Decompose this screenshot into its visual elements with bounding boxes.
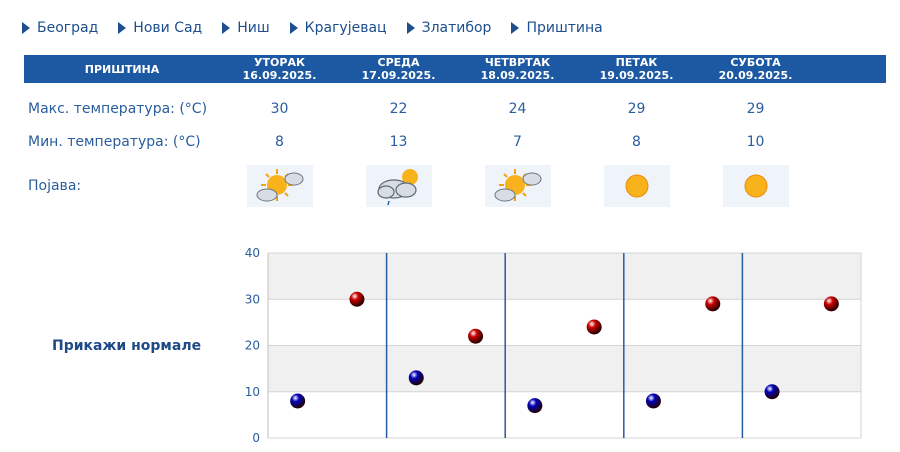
min-temperature-point [764, 384, 780, 400]
show-normals-link[interactable]: Прикажи нормале [52, 338, 202, 354]
min-temperature-value: 10 [746, 133, 765, 150]
day-header: ЧЕТВРТАК 18.09.2025. [458, 55, 577, 83]
arrow-right-icon [289, 22, 298, 34]
sun-behind-cloud-icon [484, 165, 551, 207]
max-temperature-value: 29 [746, 100, 765, 117]
max-temperature-point [468, 328, 484, 344]
truncated-page-heading: · · · · · · · · · [24, 0, 174, 3]
phenomenon-cell [339, 165, 458, 207]
day-name: ПЕТАК [615, 56, 658, 69]
city-link-belgrade[interactable]: Београд [22, 20, 98, 36]
y-tick-label: 10 [245, 385, 260, 399]
max-temperature-value: 24 [508, 100, 527, 117]
phenomenon-row: Појава: [24, 163, 886, 209]
forecast-header: ПРИШТИНА УТОРАК 16.09.2025. СРЕДА 17.09.… [24, 55, 886, 83]
phenomenon-cell [220, 165, 339, 207]
arrow-right-icon [511, 22, 520, 34]
min-temperature-label: Мин. температура: (°C) [28, 133, 201, 150]
sun-icon [722, 165, 789, 207]
max-temperature-value: 22 [389, 100, 408, 117]
day-date: 16.09.2025. [242, 69, 317, 82]
city-link-pristina[interactable]: Приштина [511, 20, 603, 36]
cloud-with-sun-and-rain-icon [365, 165, 432, 207]
min-temperature-value: 8 [275, 133, 284, 150]
city-link-label: Приштина [526, 20, 603, 36]
y-tick-label: 40 [245, 246, 260, 260]
phenomenon-label: Појава: [28, 178, 82, 194]
city-link-zlatibor[interactable]: Златибор [406, 20, 492, 36]
max-temperature-point [823, 296, 839, 312]
city-link-label: Ниш [237, 20, 270, 36]
day-header: УТОРАК 16.09.2025. [220, 55, 339, 83]
city-link-kragujevac[interactable]: Крагујевац [289, 20, 387, 36]
phenomenon-cell [577, 165, 696, 207]
min-temperature-point [527, 398, 543, 414]
y-tick-label: 0 [252, 431, 260, 445]
max-temperature-row: Макс. температура: (°C) 30 22 24 29 29 [24, 92, 886, 125]
min-temperature-row: Мин. температура: (°C) 8 13 7 8 10 [24, 125, 886, 158]
day-date: 19.09.2025. [599, 69, 674, 82]
forecast-city-name: ПРИШТИНА [84, 62, 160, 76]
city-link-novi-sad[interactable]: Нови Сад [118, 20, 202, 36]
day-name: УТОРАК [254, 56, 305, 69]
day-name: СУБОТА [730, 56, 781, 69]
chart-band [268, 253, 861, 300]
y-tick-label: 20 [245, 339, 260, 353]
day-date: 20.09.2025. [718, 69, 793, 82]
day-header: ПЕТАК 19.09.2025. [577, 55, 696, 83]
truncated-heading-text: · · · · · · · · · [24, 0, 100, 3]
min-temperature-value: 8 [632, 133, 641, 150]
max-temperature-label: Макс. температура: (°C) [28, 100, 208, 117]
city-link-label: Београд [37, 20, 99, 36]
max-temperature-value: 30 [270, 100, 289, 117]
city-link-nis[interactable]: Ниш [222, 20, 270, 36]
arrow-right-icon [118, 22, 127, 34]
min-temperature-point [290, 393, 306, 409]
phenomenon-cell [696, 165, 815, 207]
city-link-label: Златибор [421, 20, 492, 36]
forecast-table: ПРИШТИНА УТОРАК 16.09.2025. СРЕДА 17.09.… [24, 55, 886, 209]
chart-band [268, 299, 861, 346]
min-temperature-point [645, 393, 661, 409]
day-header: СРЕДА 17.09.2025. [339, 55, 458, 83]
chart-band [268, 345, 861, 392]
day-date: 18.09.2025. [480, 69, 555, 82]
phenomenon-cell [458, 165, 577, 207]
chart-band [268, 391, 861, 438]
min-temperature-point [408, 370, 424, 386]
arrow-right-icon [222, 22, 231, 34]
y-tick-label: 30 [245, 292, 260, 306]
temperature-chart: 0 10 20 30 40 [245, 246, 862, 445]
arrow-right-icon [22, 22, 30, 34]
day-name: СРЕДА [377, 56, 420, 69]
day-date: 17.09.2025. [361, 69, 436, 82]
sun-behind-cloud-icon [246, 165, 313, 207]
day-name: ЧЕТВРТАК [484, 56, 551, 69]
max-temperature-value: 29 [627, 100, 646, 117]
arrow-right-icon [406, 22, 415, 34]
city-navigation: Београд Нови Сад Ниш Крагујевац Златибор… [22, 18, 623, 38]
city-link-label: Нови Сад [133, 20, 203, 36]
max-temperature-point [705, 296, 721, 312]
min-temperature-value: 7 [513, 133, 522, 150]
day-header: СУБОТА 20.09.2025. [696, 55, 815, 83]
max-temperature-point [586, 319, 602, 335]
sun-icon [603, 165, 670, 207]
min-temperature-value: 13 [389, 133, 408, 150]
max-temperature-point [349, 291, 365, 307]
city-link-label: Крагујевац [304, 20, 387, 36]
